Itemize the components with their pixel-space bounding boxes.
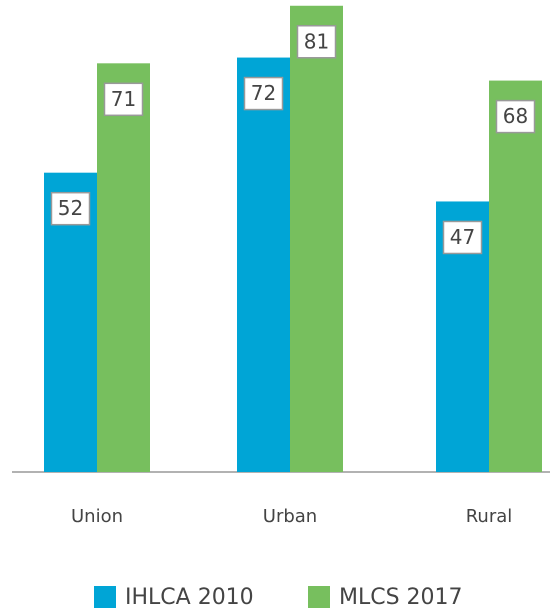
bar [237,57,290,472]
legend-label: MLCS 2017 [339,585,463,610]
x-tick-label: Union [71,506,123,527]
value-label-box [103,82,144,117]
value-label: 81 [304,29,329,53]
x-tick-label: Rural [466,506,513,527]
value-label-box [296,25,337,59]
value-label-box [495,99,536,134]
value-label: 52 [58,196,83,220]
bar [97,63,150,472]
legend-label: IHLCA 2010 [125,585,254,610]
x-tick-label: Urban [263,506,317,527]
bar [489,80,542,473]
legend-swatch [94,586,116,608]
value-label-box [442,220,483,255]
legend-swatch [308,586,330,608]
bar [290,5,343,472]
value-label: 68 [503,104,528,128]
value-label: 47 [450,225,475,249]
value-label: 72 [251,81,276,105]
value-label-box [243,76,284,111]
value-label-box [50,191,91,226]
value-label: 71 [111,87,136,111]
